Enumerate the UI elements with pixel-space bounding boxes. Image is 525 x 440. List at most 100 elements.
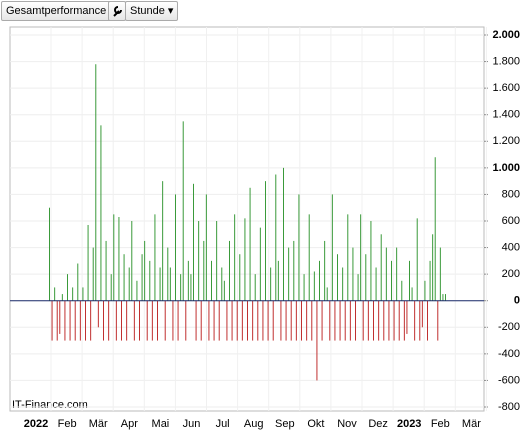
bar [213, 300, 215, 341]
bar [416, 218, 418, 301]
bar [439, 247, 441, 301]
bar [396, 247, 398, 301]
bar [267, 300, 269, 341]
bar [64, 300, 66, 341]
x-tick-label: Feb [431, 418, 450, 430]
bar [280, 300, 282, 341]
bar [265, 181, 266, 301]
bar [272, 300, 274, 341]
interval-dropdown[interactable]: Stunde ▾ [125, 1, 179, 21]
x-tick-label: Sep [275, 418, 295, 430]
bar [385, 247, 387, 301]
bar [231, 300, 233, 341]
bar [172, 300, 174, 341]
bar [211, 260, 212, 301]
bar [254, 274, 256, 301]
bar [79, 300, 81, 341]
bar [339, 300, 341, 341]
bar [375, 267, 377, 301]
bar [159, 267, 161, 301]
bar [49, 207, 50, 301]
bar [445, 294, 446, 301]
bar [141, 254, 143, 301]
bar [367, 300, 369, 341]
bar [334, 300, 336, 341]
bar [169, 267, 171, 301]
y-tick-label: 1.000 [492, 162, 520, 174]
bar [380, 234, 382, 301]
bar [118, 217, 120, 301]
bar [136, 280, 138, 301]
bar [92, 247, 94, 301]
x-tick-label: Mai [152, 418, 170, 430]
bar [164, 300, 166, 341]
wrench-icon [113, 6, 122, 17]
bar [262, 300, 264, 341]
bar [87, 224, 89, 301]
bar [149, 260, 151, 301]
bar [311, 300, 313, 341]
bar [337, 254, 338, 301]
bar [355, 300, 356, 341]
bar [319, 260, 320, 301]
bar [200, 300, 202, 341]
bar [347, 214, 349, 301]
bar [167, 247, 169, 301]
bar [187, 260, 189, 301]
bar [429, 260, 431, 301]
bar [110, 274, 112, 301]
bar [434, 157, 436, 301]
bar [259, 227, 261, 301]
bar [391, 260, 392, 301]
bar [342, 267, 344, 301]
bar [105, 240, 107, 301]
bar [182, 121, 184, 301]
bar [151, 300, 153, 341]
y-tick-label: 1.200 [492, 135, 520, 147]
bar [432, 234, 434, 301]
bar [203, 240, 205, 301]
bar [113, 214, 115, 301]
x-tick-label: Jul [216, 418, 230, 430]
x-tick-label: Okt [307, 418, 324, 430]
bar [74, 300, 76, 341]
bar [324, 240, 326, 301]
bar [406, 300, 408, 334]
y-tick-label: 1.400 [492, 109, 520, 121]
x-tick-label: Mär [89, 418, 108, 430]
bar [59, 300, 61, 334]
x-tick-label: 2022 [24, 418, 48, 430]
bar [326, 287, 328, 301]
bar [190, 274, 192, 301]
bar [277, 260, 279, 301]
bar [97, 300, 99, 328]
bar [54, 287, 56, 301]
bar [126, 300, 128, 341]
plot-frame [9, 26, 485, 412]
x-tick-label: Nov [337, 418, 357, 430]
bar [85, 300, 86, 341]
bar [424, 280, 426, 301]
bar [352, 247, 354, 301]
x-tick-label: Aug [244, 418, 264, 430]
bar [427, 300, 428, 341]
y-tick-label: 600 [502, 215, 520, 227]
bar [301, 300, 302, 341]
performance-button[interactable]: Gesamtperformance [1, 1, 112, 21]
bar [290, 300, 292, 341]
bar [175, 194, 176, 301]
y-tick-label: -600 [498, 374, 520, 386]
bar [370, 221, 372, 301]
bar [442, 294, 444, 301]
bar [61, 294, 63, 301]
bar [223, 280, 225, 301]
bar [316, 300, 318, 381]
bar [229, 240, 230, 301]
x-tick-label: Apr [121, 418, 138, 430]
y-tick-label: -400 [498, 348, 520, 360]
bar [146, 300, 148, 341]
bar [123, 254, 125, 301]
x-tick-label: Dez [368, 418, 388, 430]
bar [216, 221, 218, 301]
